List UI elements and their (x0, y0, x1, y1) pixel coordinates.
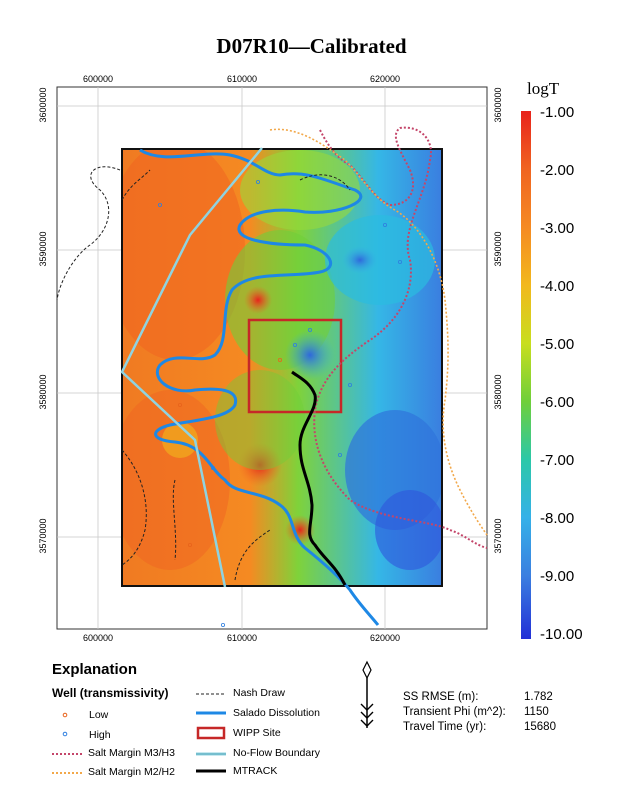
phi-label: Transient Phi (m^2): (403, 706, 506, 718)
colorbar-label: -3.00 (540, 220, 575, 237)
x-tick-top-3: 620000 (369, 74, 401, 84)
colorbar-label: -7.00 (540, 452, 575, 469)
legend-mtrack: MTRACK (233, 765, 278, 777)
x-tick-bottom-2: 610000 (226, 633, 258, 643)
x-tick-top-2: 610000 (226, 74, 258, 84)
colorbar (521, 111, 531, 639)
colorbar-label: -6.00 (540, 394, 575, 411)
wipp-site-box (247, 318, 343, 414)
colorbar-label: -1.00 (540, 104, 575, 121)
x-tick-top-1: 600000 (82, 74, 114, 84)
salt-margin-m2h2-line (269, 128, 488, 536)
legend-salado: Salado Dissolution (233, 707, 320, 719)
colorbar-label: -5.00 (540, 336, 575, 353)
travel-label: Travel Time (yr): (403, 721, 487, 733)
colorbar-label: -2.00 (540, 162, 575, 179)
colorbar-label: -8.00 (540, 510, 575, 527)
high-well-icon (62, 731, 68, 737)
y-tick-left-2: 3590000 (38, 231, 48, 267)
mtrack-icon (196, 769, 226, 773)
salt-margin-m3h3-icon (52, 753, 82, 755)
legend-salt-m3h3: Salt Margin M3/H3 (88, 747, 175, 759)
nash-draw-icon (196, 693, 226, 695)
y-tick-left-3: 3580000 (38, 374, 48, 410)
salado-dissolution-line (139, 148, 380, 626)
legend-high: High (89, 729, 111, 741)
y-tick-right-2: 3590000 (493, 231, 503, 267)
colorbar-label: -9.00 (540, 568, 575, 585)
colorbar-title: logT (527, 79, 560, 98)
model-domain-border (121, 148, 443, 587)
well-markers (157, 179, 402, 628)
y-tick-left-4: 3570000 (38, 518, 48, 554)
y-tick-right-4: 3570000 (493, 518, 503, 554)
rmse-value: 1.782 (524, 691, 553, 703)
well-legend-heading: Well (transmissivity) (52, 686, 169, 700)
wipp-site-icon (196, 726, 226, 740)
phi-value: 1150 (524, 706, 549, 718)
mtrack-path (291, 370, 347, 586)
low-well-icon (62, 712, 68, 718)
salado-dissolution-icon (196, 711, 226, 715)
nash-draw-line (56, 166, 351, 581)
x-tick-bottom-3: 620000 (369, 633, 401, 643)
map-title: D07R10—Calibrated (216, 34, 407, 58)
north-arrow-icon (360, 660, 374, 728)
no-flow-boundary-line (120, 147, 263, 588)
x-tick-bottom-1: 600000 (82, 633, 114, 643)
y-tick-right-3: 3580000 (493, 374, 503, 410)
rmse-label: SS RMSE (m): (403, 691, 479, 703)
legend-low: Low (89, 709, 109, 721)
legend-nash-draw: Nash Draw (233, 687, 285, 699)
colorbar-label: -10.00 (540, 626, 583, 643)
legend-no-flow: No-Flow Boundary (233, 747, 320, 759)
transmissivity-raster (122, 149, 442, 586)
y-tick-left-1: 3600000 (38, 87, 48, 123)
legend-salt-m2h2: Salt Margin M2/H2 (88, 766, 175, 778)
no-flow-boundary-icon (196, 752, 226, 756)
travel-value: 15680 (524, 721, 556, 733)
legend-heading: Explanation (52, 661, 138, 678)
salt-margin-m2h2-icon (52, 772, 82, 774)
y-tick-right-1: 3600000 (493, 87, 503, 123)
colorbar-label: -4.00 (540, 278, 575, 295)
legend-wipp: WIPP Site (233, 727, 281, 739)
salt-margin-m3h3-line (313, 126, 488, 549)
